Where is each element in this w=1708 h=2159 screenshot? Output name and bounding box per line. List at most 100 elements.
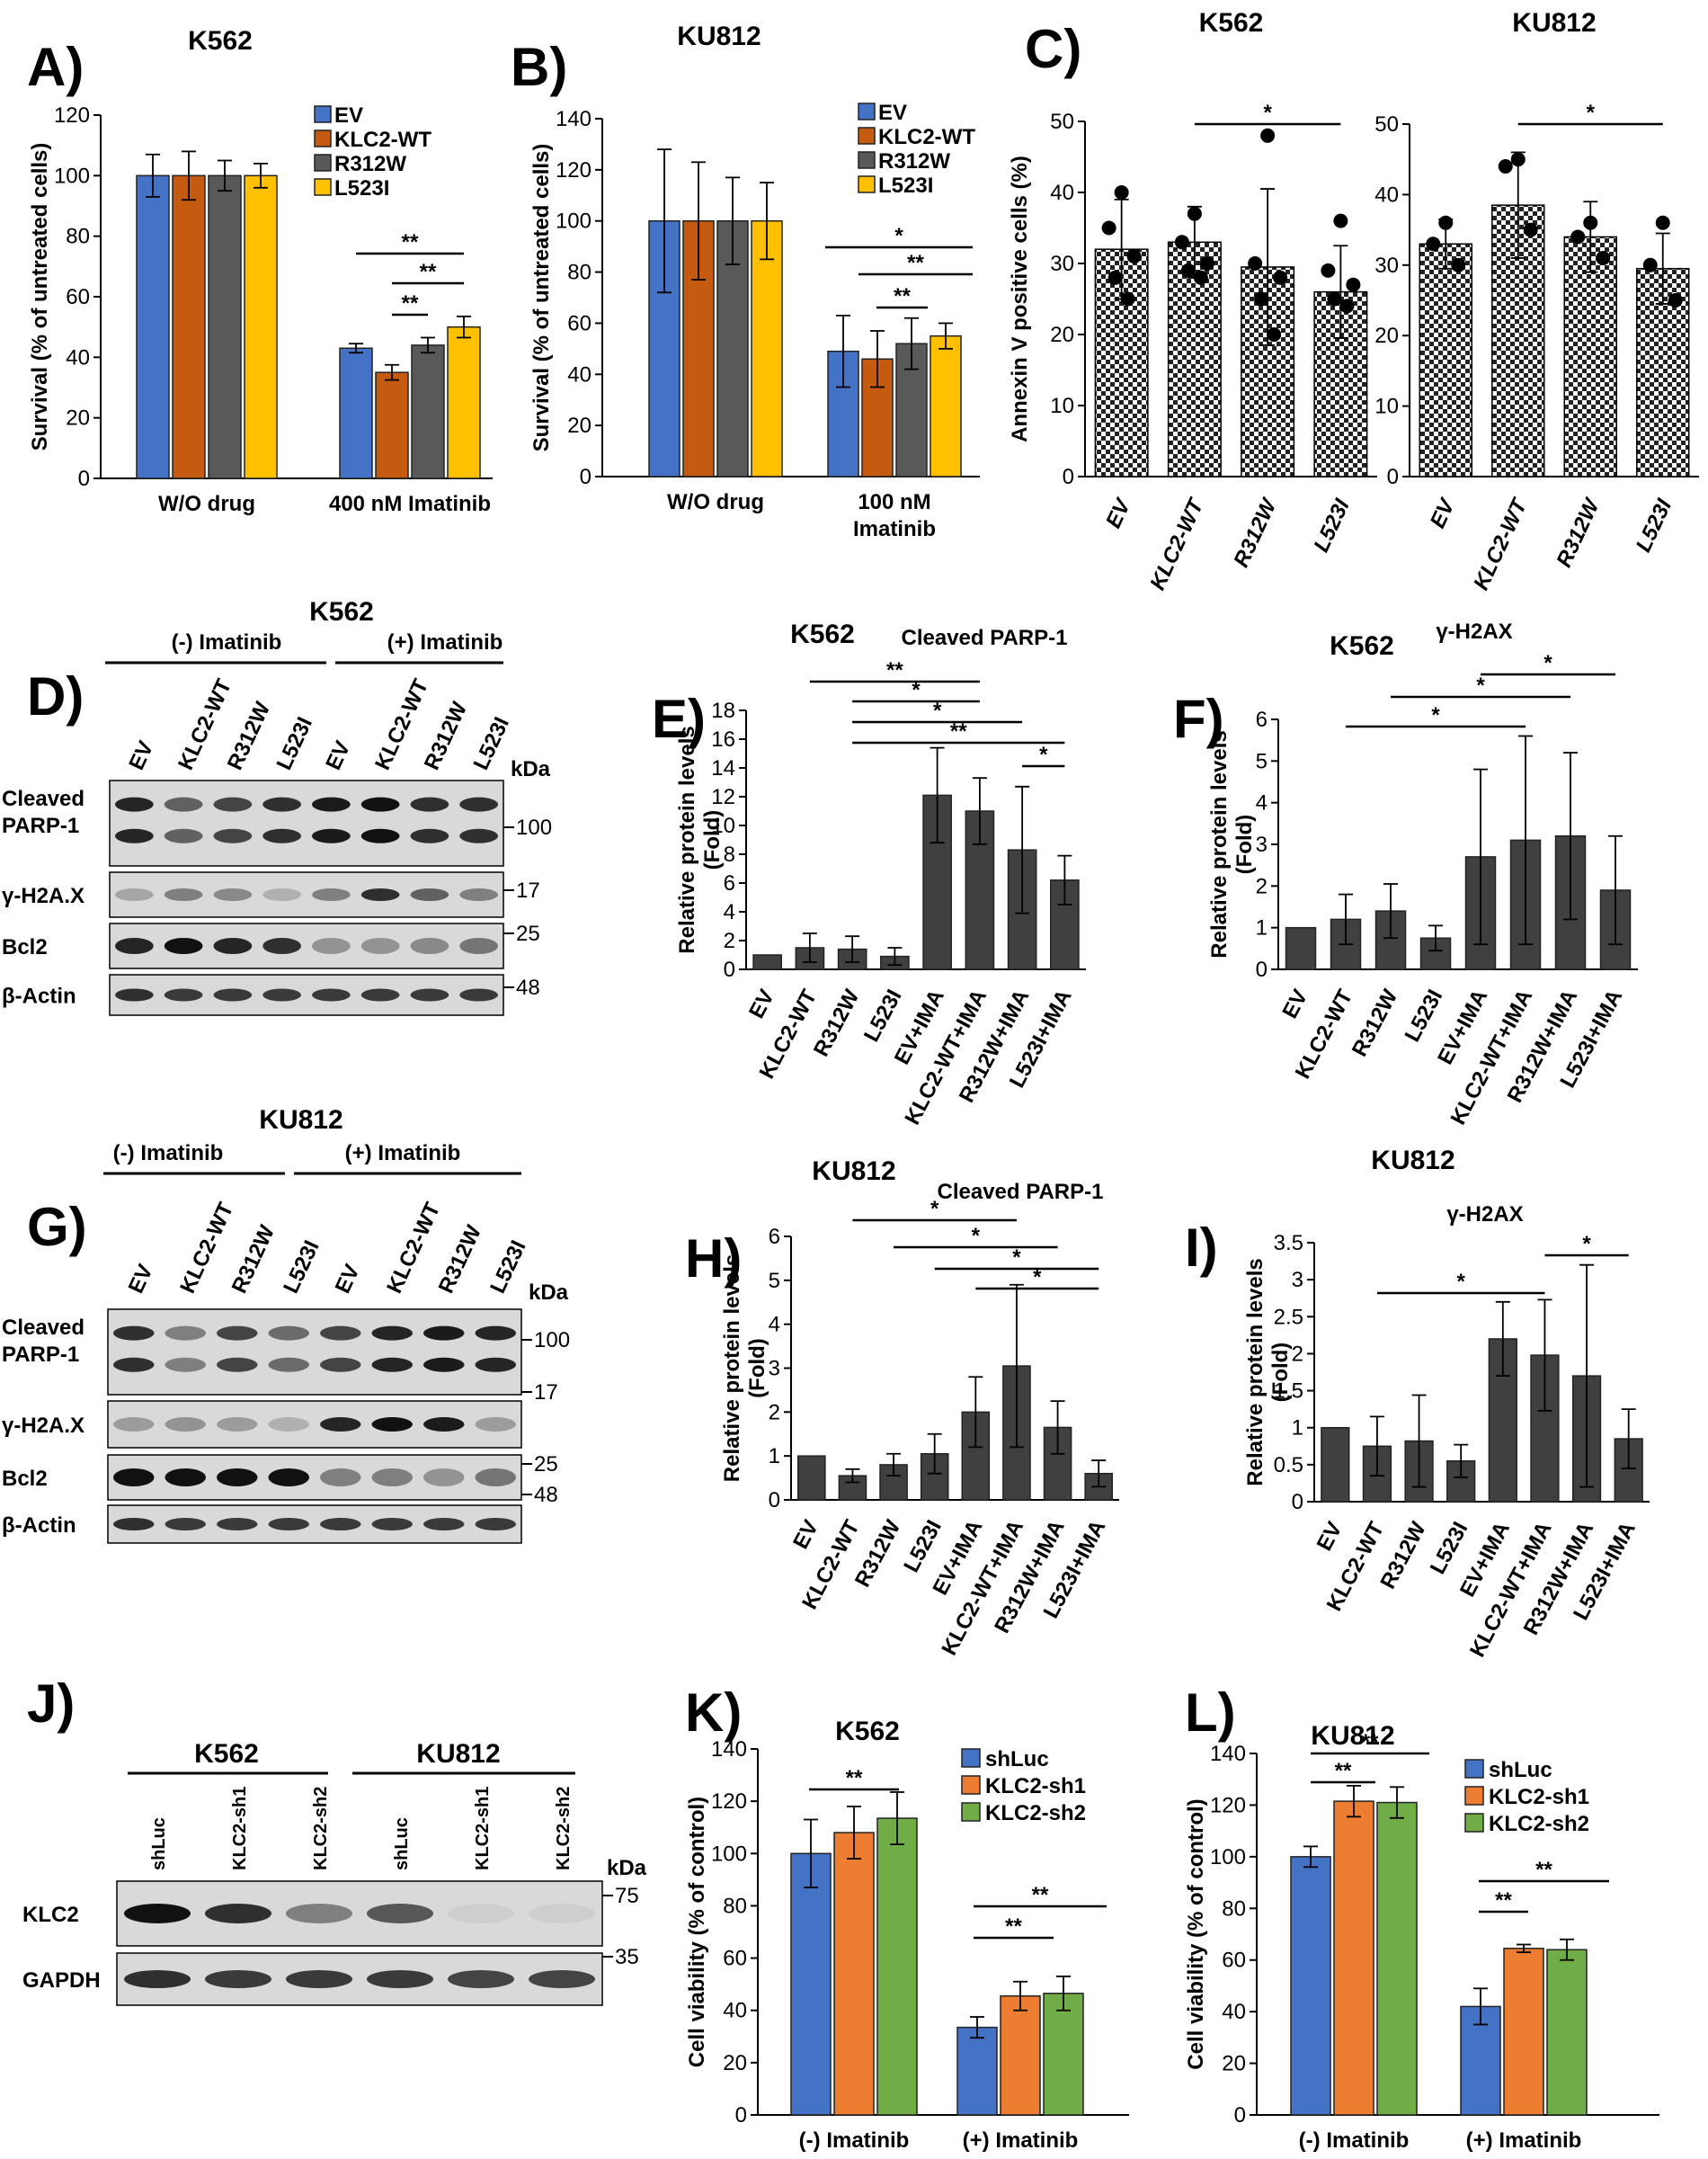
y-axis-title-line1: Relative protein levels bbox=[675, 726, 699, 953]
y-tick-label: 60 bbox=[66, 285, 90, 309]
chart-I: EVKLC2-WTR312WL523IEV+IMAKLC2-WT+IMAR312… bbox=[1243, 1146, 1650, 1661]
kda-marker: 17 bbox=[516, 879, 540, 903]
blot-row-label: γ-H2A.X bbox=[2, 884, 85, 908]
bar-KLC2-sh2 bbox=[1546, 1949, 1588, 2116]
blot-band bbox=[262, 888, 301, 901]
y-tick-label: 100 bbox=[711, 1842, 747, 1866]
y-tick-label: 3 bbox=[769, 1357, 780, 1381]
kda-marker: 17 bbox=[534, 1380, 558, 1405]
blot-band bbox=[165, 1417, 206, 1432]
blot-band bbox=[529, 1904, 595, 1923]
bar-R312W bbox=[1563, 236, 1617, 477]
blot-band bbox=[115, 938, 154, 954]
blot-row-label: PARP-1 bbox=[2, 1343, 79, 1367]
blot-band bbox=[124, 1970, 191, 1988]
blot-band bbox=[165, 1357, 206, 1372]
y-tick-label: 6 bbox=[769, 1225, 780, 1249]
lane-label: KLC2-sh2 bbox=[311, 1787, 331, 1870]
data-point bbox=[1260, 128, 1276, 143]
legend-swatch bbox=[961, 1748, 981, 1768]
lane-label: R312W bbox=[434, 1221, 486, 1297]
blot-group-label-right: KU812 bbox=[416, 1739, 500, 1769]
y-tick-label: 60 bbox=[567, 311, 592, 335]
data-point bbox=[1267, 327, 1282, 342]
chart-subtitle: Cleaved PARP-1 bbox=[902, 626, 1068, 650]
kda-marker: 35 bbox=[615, 1945, 639, 1969]
y-tick-label: 0 bbox=[78, 467, 90, 491]
data-point bbox=[1570, 229, 1586, 245]
y-tick-label: 8 bbox=[724, 843, 735, 867]
data-point bbox=[1199, 256, 1214, 271]
y-tick-label: 4 bbox=[769, 1313, 780, 1337]
treatment-plus-label: (+) Imatinib bbox=[387, 630, 503, 655]
y-tick-label: 140 bbox=[711, 1737, 747, 1762]
x-category-label: R312W bbox=[1552, 494, 1605, 571]
panel-label-I: I) bbox=[1185, 1218, 1218, 1278]
legend-label: KLC2-WT bbox=[878, 125, 975, 149]
blot-band bbox=[164, 828, 203, 843]
y-axis: 0 0.5 1 1.5 2 2.5 3 3.5 bbox=[1274, 1231, 1315, 1514]
data-point bbox=[1346, 277, 1361, 292]
legend-swatch bbox=[858, 103, 876, 120]
blot-band bbox=[262, 938, 301, 954]
y-tick-label: 30 bbox=[1374, 254, 1399, 278]
data-point bbox=[1114, 185, 1129, 200]
significance-mark: ** bbox=[886, 658, 903, 682]
y-axis-title: Annexin V positive cells (%) bbox=[1008, 156, 1032, 442]
blot-band bbox=[262, 988, 301, 1002]
x-category-label: (+) Imatinib bbox=[963, 2128, 1079, 2153]
blot-band bbox=[529, 1970, 595, 1988]
blot-band bbox=[217, 1357, 258, 1372]
data-point bbox=[1642, 257, 1658, 272]
y-axis-title-line2: (Fold) bbox=[1232, 815, 1257, 875]
y-axis: 0 1 2 3 4 5 6 bbox=[1256, 708, 1279, 982]
data-point bbox=[1510, 152, 1526, 167]
y-tick-label: 60 bbox=[1222, 1949, 1246, 1973]
blot-band bbox=[371, 1417, 413, 1432]
bar-EV bbox=[1419, 243, 1472, 477]
chart-B: W/O drug Survival (% of untreated cells) K… bbox=[529, 22, 980, 541]
significance-mark: ** bbox=[846, 1766, 863, 1790]
x-category-label: W/O drug bbox=[667, 490, 764, 514]
bar-L523I bbox=[751, 219, 783, 477]
x-category-label: R312W bbox=[1229, 494, 1282, 571]
y-tick-label: 30 bbox=[1050, 252, 1074, 276]
legend-swatch bbox=[961, 1802, 981, 1822]
blot-title: K562 bbox=[309, 597, 374, 627]
significance-mark: ** bbox=[1005, 1914, 1022, 1939]
x-category-label: EV bbox=[1426, 494, 1461, 531]
y-tick-label: 120 bbox=[1210, 1793, 1246, 1817]
blot-band bbox=[164, 797, 203, 812]
legend-swatch bbox=[858, 127, 876, 145]
bar-L523I bbox=[244, 174, 278, 479]
blot-band bbox=[262, 797, 301, 812]
blot-band bbox=[360, 938, 400, 954]
panel-label-C: C) bbox=[1025, 19, 1081, 79]
blot-band bbox=[423, 1325, 465, 1341]
blot-row-label: Bcl2 bbox=[2, 1467, 48, 1491]
panel-label-H: H) bbox=[685, 1228, 742, 1289]
blot-band bbox=[459, 938, 498, 954]
kda-marker: 48 bbox=[534, 1483, 558, 1507]
significance-mark: * bbox=[1476, 674, 1485, 698]
legend-swatch bbox=[314, 154, 332, 172]
x-category-label: L523I bbox=[1632, 495, 1677, 556]
blot-band bbox=[113, 1518, 155, 1530]
blot-band bbox=[217, 1325, 258, 1341]
data-point bbox=[1180, 263, 1196, 278]
blot-row-label: PARP-1 bbox=[2, 814, 79, 838]
blot-band bbox=[217, 1468, 258, 1486]
legend-label: EV bbox=[334, 103, 363, 128]
blot-band bbox=[268, 1325, 309, 1341]
lane-label: R312W bbox=[227, 1221, 280, 1297]
y-tick-label: 3 bbox=[1256, 833, 1268, 857]
bar-R312W bbox=[1374, 910, 1407, 970]
y-tick-label: 40 bbox=[723, 1999, 747, 2023]
significance-mark: ** bbox=[950, 719, 967, 744]
significance-mark: * bbox=[1543, 651, 1552, 675]
data-point bbox=[1451, 257, 1466, 272]
legend-label: KLC2-sh1 bbox=[1489, 1785, 1589, 1809]
bar-KLC2-WT bbox=[1167, 241, 1222, 477]
kda-unit: kDa bbox=[607, 1856, 647, 1880]
y-tick-label: 80 bbox=[66, 225, 90, 249]
